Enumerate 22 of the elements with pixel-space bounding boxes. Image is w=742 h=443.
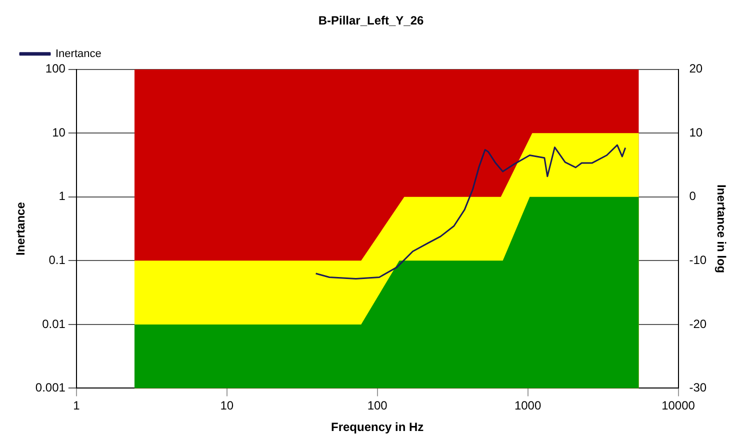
y2-tick-label: 10 [689, 125, 703, 140]
chart-title: B-Pillar_Left_Y_26 [318, 14, 424, 28]
x-tick-label: 1000 [514, 398, 542, 413]
y2-axis-title: Inertance in log [714, 184, 728, 274]
x-tick-label: 10000 [662, 398, 696, 413]
y-tick-label: 0.001 [35, 380, 66, 395]
y2-tick-label: 20 [689, 62, 703, 76]
y-tick-label: 1 [58, 189, 66, 204]
y-tick-label: 100 [45, 62, 66, 76]
y2-tick-label: 0 [689, 189, 696, 204]
y2-tick-label: -20 [689, 316, 707, 331]
y-tick-label: 0.01 [42, 316, 66, 331]
y-axis-title: Inertance [14, 202, 28, 256]
x-tick-label: 1 [73, 398, 80, 413]
x-axis-title: Frequency in Hz [331, 420, 424, 434]
x-tick-label: 10 [220, 398, 234, 413]
y-tick-label: 10 [52, 125, 66, 140]
y-tick-label: 0.1 [48, 252, 66, 267]
legend-label: Inertance [56, 48, 102, 60]
y2-tick-label: -10 [689, 252, 707, 267]
x-tick-label: 100 [367, 398, 388, 413]
y2-tick-label: -30 [689, 380, 707, 395]
